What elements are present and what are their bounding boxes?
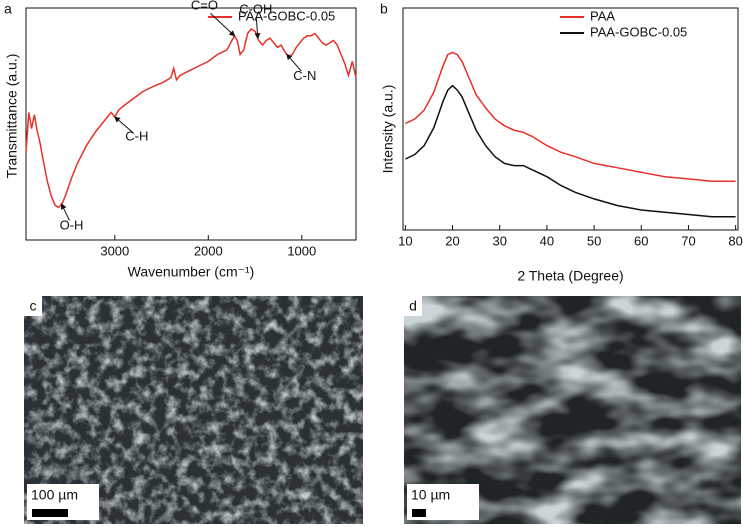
annotation-arrow [286,53,302,72]
x-tick-label: 30 [492,233,506,248]
x-axis-label: Wavenumber (cm⁻¹) [128,264,255,280]
x-tick-label: 60 [634,233,648,248]
x-tick-label: 80 [728,233,742,248]
x-tick-label: 70 [681,233,695,248]
plot-frame [402,7,739,231]
y-axis-label: Intensity (a.u.) [380,85,396,174]
annotation-arrow [210,12,236,37]
annotation: C-OH [239,2,272,17]
x-tick-label: 40 [540,233,554,248]
annotation-arrow [61,203,70,221]
scale-bar-label: 100 µm [31,487,78,503]
x-tick-label: 1000 [287,243,316,258]
x-tick-label: 3000 [100,243,129,258]
panel-label-box [24,296,42,316]
annotation-arrow [114,116,133,133]
legend-label: PAA-GOBC-0.05 [238,8,335,23]
x-tick-label: 20 [445,233,459,248]
annotation: C-N [293,68,316,83]
panel-label: d [409,298,417,314]
x-tick-label: 2000 [194,243,223,258]
x-tick-label: 50 [587,233,601,248]
data-line [25,27,357,209]
panel-label: b [380,1,388,17]
panel-label-box [404,296,422,316]
y-axis-label: Transmittance (a.u.) [4,54,20,179]
legend-label: PAA [590,8,615,23]
scale-bar [412,509,426,517]
x-tick-label: 10 [398,233,412,248]
annotation: C=O [191,0,218,12]
annotation: O-H [60,217,84,232]
panel-label: c [30,298,37,314]
annotation-arrow [254,17,261,40]
scale-bar [32,509,68,517]
data-line [405,51,736,182]
x-axis-label: 2 Theta (Degree) [517,268,623,284]
annotation: C-H [125,128,148,143]
panel-label: a [4,1,12,17]
scale-bar-label: 10 µm [411,487,450,503]
data-line [405,84,736,218]
plot-frame [25,7,357,241]
legend-label: PAA-GOBC-0.05 [590,24,687,39]
